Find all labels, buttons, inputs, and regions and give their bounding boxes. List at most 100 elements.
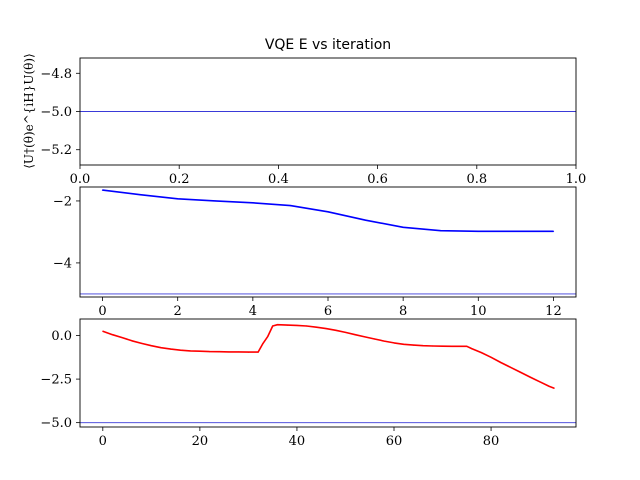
data-point xyxy=(335,329,337,331)
x-tick-label: 10 xyxy=(470,304,487,319)
plot-area-bottom: 0 20 40 60 80 0.0 −2.5 −5.0 xyxy=(40,318,577,449)
x-tick-label: 8 xyxy=(399,304,407,319)
data-point xyxy=(315,326,317,328)
x-tick-label: 0 xyxy=(98,304,106,319)
data-point xyxy=(403,343,405,345)
x-tick-label: 0.2 xyxy=(169,172,190,187)
data-point xyxy=(480,352,482,354)
data-point xyxy=(477,230,479,232)
data-point xyxy=(214,200,216,202)
data-point xyxy=(218,351,220,353)
axes-frame xyxy=(79,318,577,428)
x-tick-label: 0.4 xyxy=(268,172,289,187)
data-point xyxy=(160,347,162,349)
data-point xyxy=(179,349,182,351)
x-tick-label: 0.6 xyxy=(367,172,388,187)
data-point xyxy=(177,198,179,200)
data-point xyxy=(286,324,288,326)
data-point xyxy=(199,350,201,352)
x-tick-label: 80 xyxy=(483,434,500,449)
data-point xyxy=(257,351,259,353)
y-tick-label: −4.8 xyxy=(40,67,72,82)
plot-area-top: 0.0 0.2 0.4 0.6 0.8 1.0 −4.8 −5.0 −5.2 xyxy=(40,57,587,187)
data-point xyxy=(539,381,541,383)
x-tick-label: 6 xyxy=(324,304,332,319)
data-point xyxy=(461,345,463,347)
data-point xyxy=(102,330,104,332)
data-point xyxy=(111,334,114,336)
data-point xyxy=(500,361,502,364)
data-point xyxy=(189,350,191,352)
data-point xyxy=(121,337,123,339)
data-point xyxy=(529,376,531,378)
data-point xyxy=(262,342,264,344)
data-point xyxy=(247,351,250,353)
data-point xyxy=(393,342,395,344)
y-tick-label: −4 xyxy=(53,256,72,271)
data-point xyxy=(471,348,473,350)
data-point xyxy=(515,230,517,232)
panel-bottom: 0 20 40 60 80 0.0 −2.5 −5.0 xyxy=(40,318,577,449)
x-tick-label: 0 xyxy=(99,434,107,449)
data-point xyxy=(466,345,468,347)
data-point xyxy=(402,226,404,228)
data-point xyxy=(373,338,376,340)
y-tick-label: −2.5 xyxy=(40,373,72,388)
y-tick-label: −5.2 xyxy=(40,143,72,158)
data-point xyxy=(272,325,274,327)
data-point xyxy=(441,345,444,347)
data-point xyxy=(267,335,269,338)
data-point xyxy=(440,230,442,232)
y-tick-label: 0.0 xyxy=(51,329,72,344)
data-point xyxy=(141,342,143,344)
data-point xyxy=(238,351,240,353)
plot-area-middle: 0 2 4 6 8 10 12 −2 −4 xyxy=(53,186,577,319)
x-tick-label: 12 xyxy=(545,304,562,319)
data-point xyxy=(432,345,434,347)
data-point xyxy=(325,327,327,330)
x-tick-label: 0.8 xyxy=(466,172,487,187)
data-point xyxy=(354,334,356,336)
data-point xyxy=(364,219,367,221)
data-point xyxy=(327,211,329,213)
data-point xyxy=(101,189,104,191)
data-point xyxy=(552,230,555,232)
data-point xyxy=(170,348,172,350)
x-tick-label: 0.0 xyxy=(70,172,91,187)
data-point xyxy=(451,345,453,347)
x-tick-label: 1.0 xyxy=(566,172,587,187)
data-point xyxy=(383,340,385,342)
data-point xyxy=(228,351,230,353)
y-tick-label: −5.0 xyxy=(40,416,72,431)
data-point xyxy=(344,331,347,334)
x-tick-label: 20 xyxy=(192,434,209,449)
series-line-0 xyxy=(102,323,555,389)
x-tick-label: 4 xyxy=(249,304,257,319)
data-point xyxy=(548,385,550,388)
y-tick-label: −5.0 xyxy=(40,105,72,120)
data-point xyxy=(296,324,298,327)
data-point xyxy=(412,344,415,346)
y-axis-label: ⟨U†(θ)e^{iH}U(θ)⟩ xyxy=(22,53,36,169)
chart-title: VQE E vs iteration xyxy=(265,37,391,53)
data-point xyxy=(139,194,141,196)
x-tick-label: 40 xyxy=(289,434,306,449)
x-tick-label: 60 xyxy=(386,434,403,449)
data-point xyxy=(553,387,555,389)
x-tick-label: 2 xyxy=(174,304,182,319)
data-point xyxy=(289,204,292,207)
data-point xyxy=(208,350,211,353)
data-point xyxy=(422,345,424,347)
data-point xyxy=(490,356,492,358)
data-point xyxy=(276,324,279,326)
data-point xyxy=(252,202,254,204)
data-point xyxy=(150,345,152,347)
data-point xyxy=(131,340,133,342)
y-tick-label: −2 xyxy=(53,194,72,209)
data-point xyxy=(306,325,308,327)
series-line-0 xyxy=(102,189,554,233)
data-point xyxy=(519,371,521,373)
data-point xyxy=(509,366,512,368)
axes-frame xyxy=(79,186,577,298)
